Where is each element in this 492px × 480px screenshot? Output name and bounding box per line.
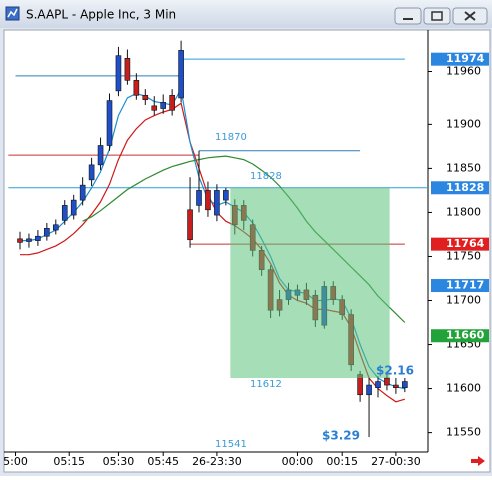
y-tick-label: 11800	[446, 205, 481, 218]
price-label-box	[431, 237, 489, 251]
x-tick-label: 00:15	[326, 455, 358, 468]
candle-body	[178, 50, 184, 99]
x-tick-label: 00:00	[282, 455, 314, 468]
candle-body	[142, 94, 149, 100]
candle-body	[106, 100, 113, 146]
candle-body	[214, 190, 220, 216]
minimize-button[interactable]	[394, 7, 422, 25]
candle-body	[223, 190, 229, 201]
candle-body	[151, 105, 158, 111]
candle-body	[44, 227, 50, 237]
price-label-box	[431, 279, 489, 293]
price-label: 11974	[446, 52, 485, 65]
window-title: S.AAPL - Apple Inc, 3 Min	[26, 8, 176, 22]
price-label-box	[431, 181, 489, 195]
y-tick-label: 11600	[446, 382, 481, 395]
x-tick-label: 27-00:30	[371, 455, 421, 468]
annotation: 11870	[215, 132, 247, 143]
candle-body	[187, 209, 193, 241]
price-label-box	[431, 329, 489, 343]
maximize-button[interactable]	[423, 7, 451, 25]
candle-body	[61, 205, 68, 221]
app-icon-glyph	[7, 8, 18, 18]
y-tick-label: 11960	[446, 65, 481, 78]
candle-body	[169, 94, 175, 111]
x-tick-label: 05:30	[103, 455, 135, 468]
candle-body	[205, 190, 211, 211]
candle-body	[196, 190, 202, 206]
y-tick-label: 11850	[446, 161, 481, 174]
annotation: 11541	[215, 439, 247, 450]
x-tick-label: 26-23:30	[192, 455, 242, 468]
candle-body	[160, 102, 166, 109]
candle-body	[402, 381, 408, 389]
target-zone	[230, 187, 390, 379]
candle-body	[88, 164, 95, 181]
annotation: $2.16	[376, 364, 414, 378]
price-label: 11660	[446, 329, 485, 342]
candle-body	[366, 384, 372, 396]
annotation: $3.29	[322, 429, 360, 443]
candle-body	[384, 377, 390, 386]
x-tick-label: 05:15	[53, 455, 85, 468]
x-tick-label: 05:45	[147, 455, 179, 468]
y-tick-label: 11700	[446, 294, 481, 307]
candle-body	[97, 145, 104, 166]
price-label: 11828	[446, 181, 484, 194]
price-label: 11764	[446, 237, 485, 250]
scroll-arrow[interactable]	[471, 456, 485, 466]
candle-body	[79, 184, 86, 201]
price-label: 11717	[446, 279, 484, 292]
candle-body	[115, 55, 122, 92]
overlay: 11870 11828 11612 11541 $3.29 $2.16	[215, 132, 414, 450]
y-tick-label: 11750	[446, 249, 481, 262]
candle-body	[133, 80, 140, 96]
price-label-box	[431, 52, 489, 66]
y-tick-label: 11900	[446, 117, 481, 130]
candle-body	[375, 381, 381, 389]
x-tick-label: 5:00	[3, 455, 28, 468]
maximize-glyph	[431, 11, 443, 21]
annotation: 11612	[250, 379, 282, 390]
candle-body	[393, 384, 399, 389]
y-tick-label: 11550	[446, 426, 481, 439]
close-glyph	[464, 11, 476, 21]
candle-body	[70, 199, 77, 216]
candle-body	[52, 224, 59, 231]
annotation: 11828	[250, 171, 282, 182]
candle-body	[26, 238, 32, 242]
candle-body	[124, 58, 131, 81]
window-buttons[interactable]	[394, 7, 488, 25]
candle-body	[17, 238, 23, 243]
candle-body	[35, 235, 41, 241]
